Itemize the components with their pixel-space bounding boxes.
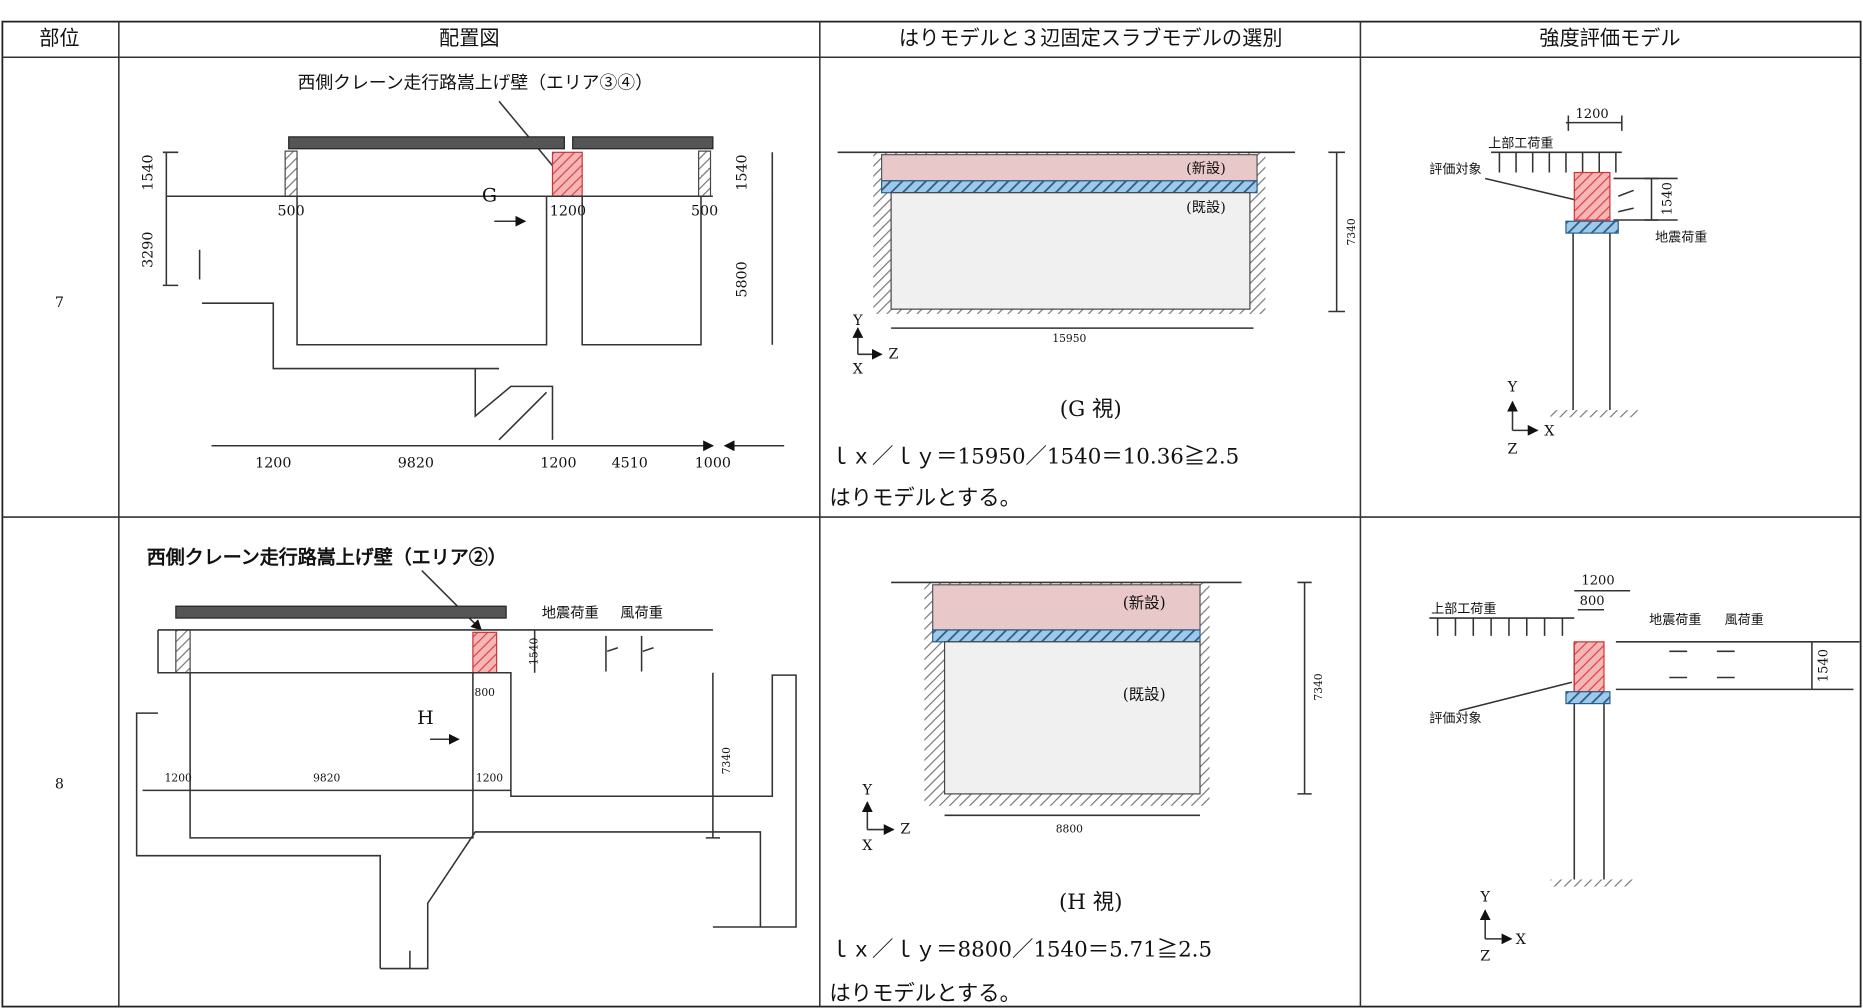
load-label: 上部工荷重 bbox=[1488, 135, 1553, 151]
table-grid bbox=[1, 20, 1862, 1008]
formula: ｌｘ／ｌｙ＝15950／1540＝10.36≧2.5 bbox=[829, 445, 1239, 470]
dimension: 1540 bbox=[528, 638, 541, 665]
axis-label: Z bbox=[900, 822, 910, 838]
conclusion: はりモデルとする。 bbox=[829, 982, 1021, 1007]
column-header: 配置図 bbox=[439, 26, 500, 50]
load-label: 地震荷重 bbox=[1649, 612, 1701, 628]
dimension: 5800 bbox=[735, 261, 751, 297]
view-marker: H bbox=[417, 707, 434, 729]
drawing-title: 西側クレーン走行路嵩上げ壁（エリア③④） bbox=[298, 72, 653, 93]
strength-drawing-8 bbox=[1429, 589, 1860, 945]
axis-label: Y bbox=[1479, 889, 1490, 905]
dimension: 7340 bbox=[1312, 673, 1325, 700]
dimension: 1200 bbox=[550, 204, 586, 220]
layout-drawing-7 bbox=[162, 100, 785, 452]
dimension: 8800 bbox=[1056, 823, 1083, 836]
dimension: 1200 bbox=[165, 771, 192, 784]
load-label: 地震荷重 bbox=[542, 604, 599, 621]
dimension: 1000 bbox=[695, 456, 731, 472]
target-label: 評価対象 bbox=[1429, 712, 1481, 727]
selection-drawing-8 bbox=[861, 581, 1312, 835]
axis-label: X bbox=[862, 838, 873, 854]
load-label: 地震荷重 bbox=[1655, 229, 1707, 245]
zone-label: (新設) bbox=[1123, 594, 1166, 612]
dimension: 1540 bbox=[1661, 182, 1676, 215]
dimension: 7340 bbox=[720, 747, 733, 774]
dimension: 4510 bbox=[612, 456, 648, 472]
target-label: 評価対象 bbox=[1429, 163, 1481, 178]
formula: ｌｘ／ｌｙ＝8800／1540＝5.71≧2.5 bbox=[829, 938, 1212, 963]
dimension: 9820 bbox=[398, 456, 434, 472]
axis-label: Y bbox=[862, 782, 873, 798]
axis-label: Y bbox=[852, 313, 863, 329]
dimension: 9820 bbox=[313, 771, 340, 784]
dimension: 1200 bbox=[255, 456, 291, 472]
dimension: 3290 bbox=[141, 232, 157, 268]
axis-label: Y bbox=[1507, 380, 1518, 396]
column-header: 強度評価モデル bbox=[1539, 26, 1680, 50]
dimension: 1540 bbox=[1816, 649, 1831, 682]
dimension: 1540 bbox=[735, 154, 751, 190]
view-caption: (G 視) bbox=[1060, 397, 1122, 422]
zone-label: (新設) bbox=[1186, 160, 1226, 177]
zone-label: (既設) bbox=[1186, 199, 1226, 216]
dimension: 500 bbox=[277, 204, 304, 220]
axis-label: X bbox=[1516, 932, 1527, 948]
axis-label: X bbox=[1544, 424, 1555, 440]
dimension: 1200 bbox=[1575, 107, 1608, 122]
axis-label: Z bbox=[1508, 441, 1518, 457]
load-label: 上部工荷重 bbox=[1431, 601, 1496, 617]
dimension: 1540 bbox=[141, 154, 157, 190]
dimension: 800 bbox=[475, 686, 496, 699]
axis-label: Z bbox=[1480, 949, 1490, 965]
conclusion: はりモデルとする。 bbox=[829, 486, 1021, 511]
view-marker: G bbox=[482, 184, 497, 206]
axis-label: X bbox=[853, 362, 864, 378]
dimension: 15950 bbox=[1052, 332, 1086, 345]
axis-label: Z bbox=[889, 346, 899, 362]
dimension: 1200 bbox=[1581, 574, 1614, 589]
column-header: はりモデルと３辺固定スラブモデルの選別 bbox=[899, 26, 1283, 50]
drawing-title: 西側クレーン走行路嵩上げ壁（エリア②） bbox=[147, 546, 507, 569]
layout-drawing-8 bbox=[135, 569, 797, 970]
load-label: 風荷重 bbox=[1725, 612, 1764, 628]
dimension: 1200 bbox=[540, 456, 576, 472]
part-number: 8 bbox=[55, 776, 64, 792]
dimension: 1200 bbox=[476, 771, 503, 784]
dimension: 500 bbox=[691, 204, 718, 220]
dimension: 800 bbox=[1580, 594, 1605, 609]
selection-drawing-7 bbox=[837, 151, 1345, 360]
column-header: 部位 bbox=[39, 26, 79, 50]
load-label: 風荷重 bbox=[620, 604, 663, 621]
dimension: 7340 bbox=[1345, 218, 1358, 245]
view-caption: (H 視) bbox=[1059, 890, 1123, 915]
strength-drawing-7 bbox=[1484, 115, 1678, 436]
zone-label: (既設) bbox=[1123, 685, 1166, 703]
part-number: 7 bbox=[55, 295, 64, 311]
